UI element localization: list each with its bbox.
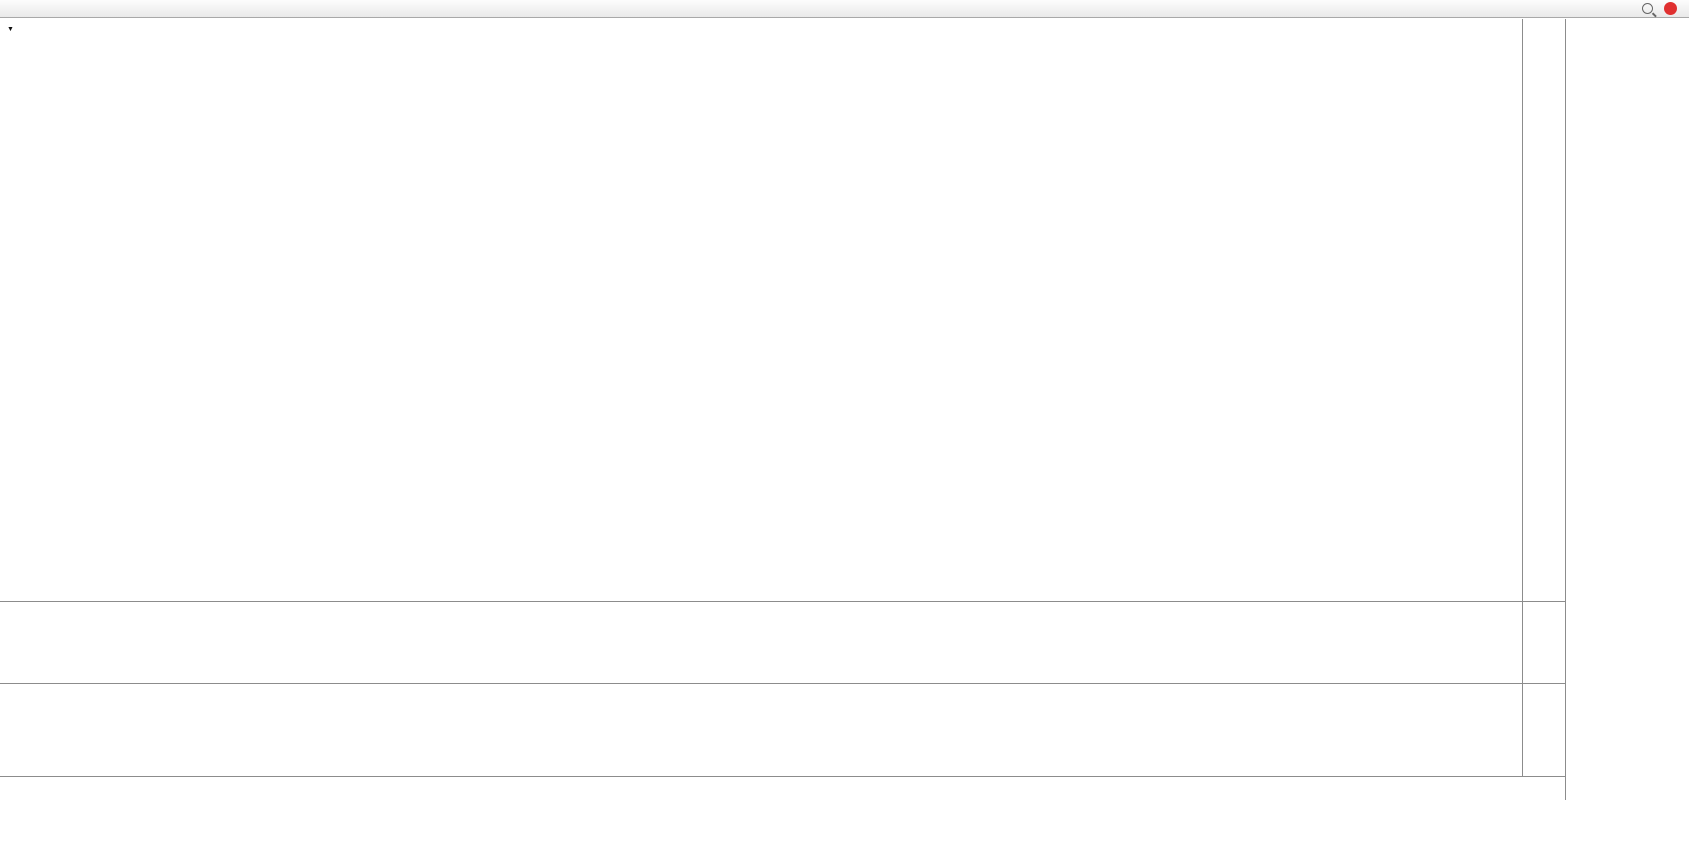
search-icon — [1642, 3, 1653, 14]
macd-panel — [0, 602, 1522, 683]
price-chart[interactable] — [0, 19, 1522, 601]
macd-chart[interactable] — [0, 602, 1522, 683]
symbol-caret-icon: ▼ — [7, 26, 14, 33]
rsi-panel — [0, 684, 1522, 776]
toolbar-right — [1638, 1, 1685, 17]
chart-window: ▼ — [0, 19, 1566, 800]
panel-separator[interactable] — [0, 601, 1566, 602]
axis-border — [1522, 19, 1523, 777]
time-axis[interactable] — [0, 777, 1522, 800]
window-border — [1565, 19, 1566, 800]
notification-badge[interactable] — [1664, 2, 1677, 15]
toolbar — [0, 0, 1689, 18]
symbol-info: ▼ — [7, 26, 26, 33]
price-axis[interactable] — [1523, 19, 1566, 800]
search-button[interactable] — [1638, 1, 1657, 17]
panel-separator[interactable] — [0, 776, 1566, 777]
rsi-chart[interactable] — [0, 684, 1522, 776]
panel-separator[interactable] — [0, 683, 1566, 684]
